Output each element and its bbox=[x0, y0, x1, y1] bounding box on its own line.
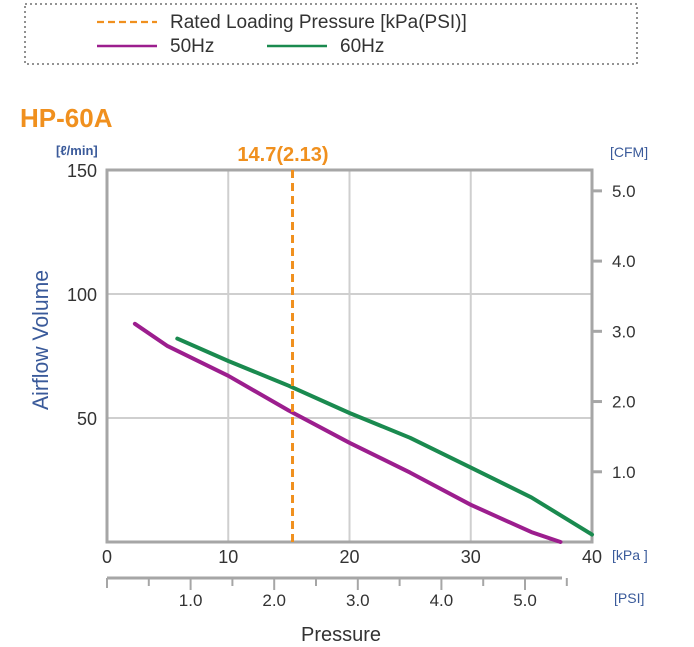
rated-pressure-label: 14.7(2.13) bbox=[237, 144, 328, 166]
legend-60hz-label: 60Hz bbox=[340, 36, 384, 57]
legend-frame bbox=[24, 3, 638, 65]
legend-rated-label: Rated Loading Pressure [kPa(PSI)] bbox=[170, 12, 467, 33]
tick-layer: 50 100 150 0 10 20 30 40 1.0 2.0 3.0 4.0 5.0 1.0 2.0 3.… bbox=[67, 161, 636, 610]
cfm-tick-label: 3.0 bbox=[612, 322, 636, 341]
series-line-60hz bbox=[175, 336, 594, 537]
frame-layer bbox=[105, 168, 594, 544]
grid-layer bbox=[107, 170, 592, 542]
x-tick-label: 0 bbox=[102, 547, 112, 567]
psi-tick-label: 3.0 bbox=[346, 591, 370, 610]
psi-tick-label: 1.0 bbox=[179, 591, 203, 610]
x-unit-primary: [kPa ] bbox=[612, 547, 648, 563]
x-tick-label: 40 bbox=[582, 547, 602, 567]
x-tick-label: 30 bbox=[461, 547, 481, 567]
cfm-tick-label: 5.0 bbox=[612, 182, 636, 201]
y-axis-title: Airflow Volume bbox=[28, 270, 53, 410]
cfm-tick-label: 4.0 bbox=[612, 252, 636, 271]
y-tick-label: 150 bbox=[67, 161, 97, 181]
legend: Rated Loading Pressure [kPa(PSI)] 50Hz 6… bbox=[24, 3, 638, 65]
x-unit-secondary: [PSI] bbox=[614, 590, 644, 606]
legend-50hz-label: 50Hz bbox=[170, 36, 214, 57]
series-line-50hz bbox=[132, 321, 563, 544]
y-unit-right: [CFM] bbox=[610, 144, 648, 160]
y-tick-label: 100 bbox=[67, 285, 97, 305]
chart-title: HP-60A bbox=[20, 103, 113, 133]
series-layer bbox=[132, 321, 594, 544]
psi-tick-label: 4.0 bbox=[430, 591, 454, 610]
plot-frame bbox=[105, 168, 594, 544]
psi-tick-label: 5.0 bbox=[513, 591, 537, 610]
x-tick-label: 10 bbox=[218, 547, 238, 567]
cfm-tick-label: 2.0 bbox=[612, 393, 636, 412]
cfm-tick-label: 1.0 bbox=[612, 463, 636, 482]
x-tick-label: 20 bbox=[339, 547, 359, 567]
x-axis-title: Pressure bbox=[301, 624, 381, 646]
y-unit-left: [ℓ/min] bbox=[56, 143, 98, 158]
psi-tick-label: 2.0 bbox=[262, 591, 286, 610]
y-tick-label: 50 bbox=[77, 409, 97, 429]
